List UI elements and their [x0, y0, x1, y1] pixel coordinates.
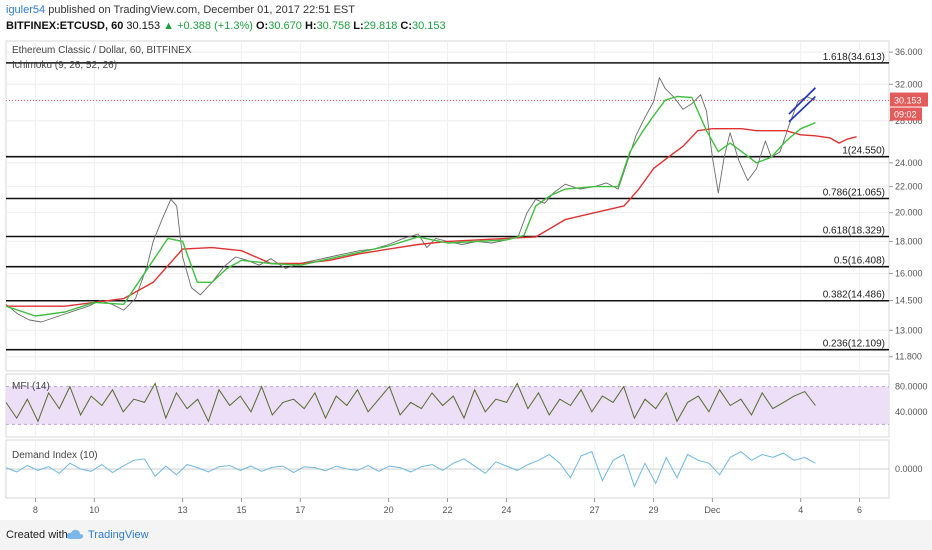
y-tick-label: 18.000 [895, 236, 923, 246]
close-label: C: [400, 20, 412, 32]
last-price: 30.153 [126, 20, 161, 32]
demand-line [5, 450, 816, 488]
x-tick-label: 24 [501, 505, 511, 515]
up-arrow-icon: ▲ [163, 20, 175, 32]
fib-label: 0.382(14.486) [823, 290, 885, 301]
x-tick-label: 20 [384, 505, 394, 515]
x-tick-label: 17 [295, 505, 305, 515]
high-label: H: [304, 20, 317, 32]
y-tick-label: 13.000 [895, 325, 923, 335]
countdown-badge [890, 107, 922, 121]
symbol-label: BITFINEX:ETCUSD, 60 [6, 20, 124, 32]
low-label: L: [353, 20, 364, 32]
fib-levels: 1.618(34.613) 1(24.550) 0.786(21.065) 0.618… [6, 52, 889, 351]
y-tick-label: 20.000 [895, 208, 923, 218]
tenkan-line [5, 95, 816, 317]
demand-legend: Demand Index (10) [12, 450, 98, 461]
high-value: 30.758 [316, 20, 351, 32]
close-value: 30.153 [412, 20, 446, 32]
chart-canvas[interactable]: 1.618(34.613) 1(24.550) 0.786(21.065) 0.618… [0, 0, 932, 520]
series-layer [5, 77, 889, 488]
y-tick-label: 36.000 [895, 47, 923, 57]
y-tick-label: 24.000 [895, 158, 923, 168]
x-tick-label: Dec [704, 505, 721, 515]
open-label: O: [256, 20, 269, 32]
x-tick-label: 4 [798, 505, 803, 515]
mfi-legend: MFI (14) [12, 381, 50, 392]
last-price-badge-label: 30.153 [894, 96, 922, 106]
y-tick-label: 28.000 [895, 116, 923, 126]
x-tick-label: 15 [236, 505, 246, 515]
header-line-2: BITFINEX:ETCUSD, 60 30.153 ▲ +0.388 (+1.… [6, 19, 446, 33]
created-with-text: Created with [6, 529, 68, 541]
y-tick-label: 14.500 [895, 295, 923, 305]
y-tick-label: 22.000 [895, 182, 923, 192]
x-tick-label: 10 [89, 505, 99, 515]
published-text: published on TradingView.com, December 0… [48, 4, 355, 16]
fib-label: 1.618(34.613) [823, 52, 885, 63]
tradingview-cloud-icon [66, 529, 84, 539]
ichimoku-legend: Ichimoku (9, 26, 52, 26) [12, 60, 117, 71]
low-value: 29.818 [363, 20, 398, 32]
x-tick-label: 27 [590, 505, 600, 515]
mfi-line [5, 382, 816, 423]
time-axis[interactable]: 8 10 13 15 17 20 22 24 27 29 Dec 4 6 [33, 498, 862, 515]
demand-tick-label: 0.0000 [895, 464, 923, 474]
x-tick-label: 6 [857, 505, 862, 515]
fib-label: 0.618(18.329) [823, 225, 885, 236]
y-tick-label: 16.000 [895, 269, 923, 279]
tradingview-link[interactable]: TradingView [88, 529, 149, 541]
countdown-label: 09:02 [894, 110, 917, 120]
x-tick-label: 22 [442, 505, 452, 515]
y-tick-label: 32.000 [895, 79, 923, 89]
price-change: +0.388 (+1.3%) [177, 20, 253, 32]
open-value: 30.670 [268, 20, 302, 32]
fib-label: 0.5(16.408) [834, 256, 885, 267]
mfi-tick-label: 40.0000 [895, 407, 928, 417]
footer: Created with TradingView [0, 520, 932, 550]
header-line-1: iguler54 published on TradingView.com, D… [6, 3, 355, 17]
x-tick-label: 13 [178, 505, 188, 515]
y-tick-label: 11.800 [895, 352, 922, 362]
price-axis[interactable]: 36.000 32.000 28.000 24.000 22.000 20.000 18.0… [889, 47, 928, 474]
chart-title: Ethereum Classic / Dollar, 60, BITFINEX [12, 45, 192, 56]
fib-label: 0.236(12.109) [823, 339, 885, 350]
x-tick-label: 8 [33, 505, 38, 515]
mfi-band [6, 386, 889, 425]
channel-line [788, 87, 816, 115]
last-price-badge [890, 92, 928, 107]
fib-label: 0.786(21.065) [823, 187, 885, 198]
kijun-line [6, 127, 857, 307]
fib-label: 1(24.550) [842, 146, 885, 157]
mfi-tick-label: 80.0000 [895, 382, 928, 392]
x-tick-label: 29 [649, 505, 659, 515]
author-link[interactable]: iguler54 [6, 4, 46, 16]
channel-line [788, 95, 816, 123]
